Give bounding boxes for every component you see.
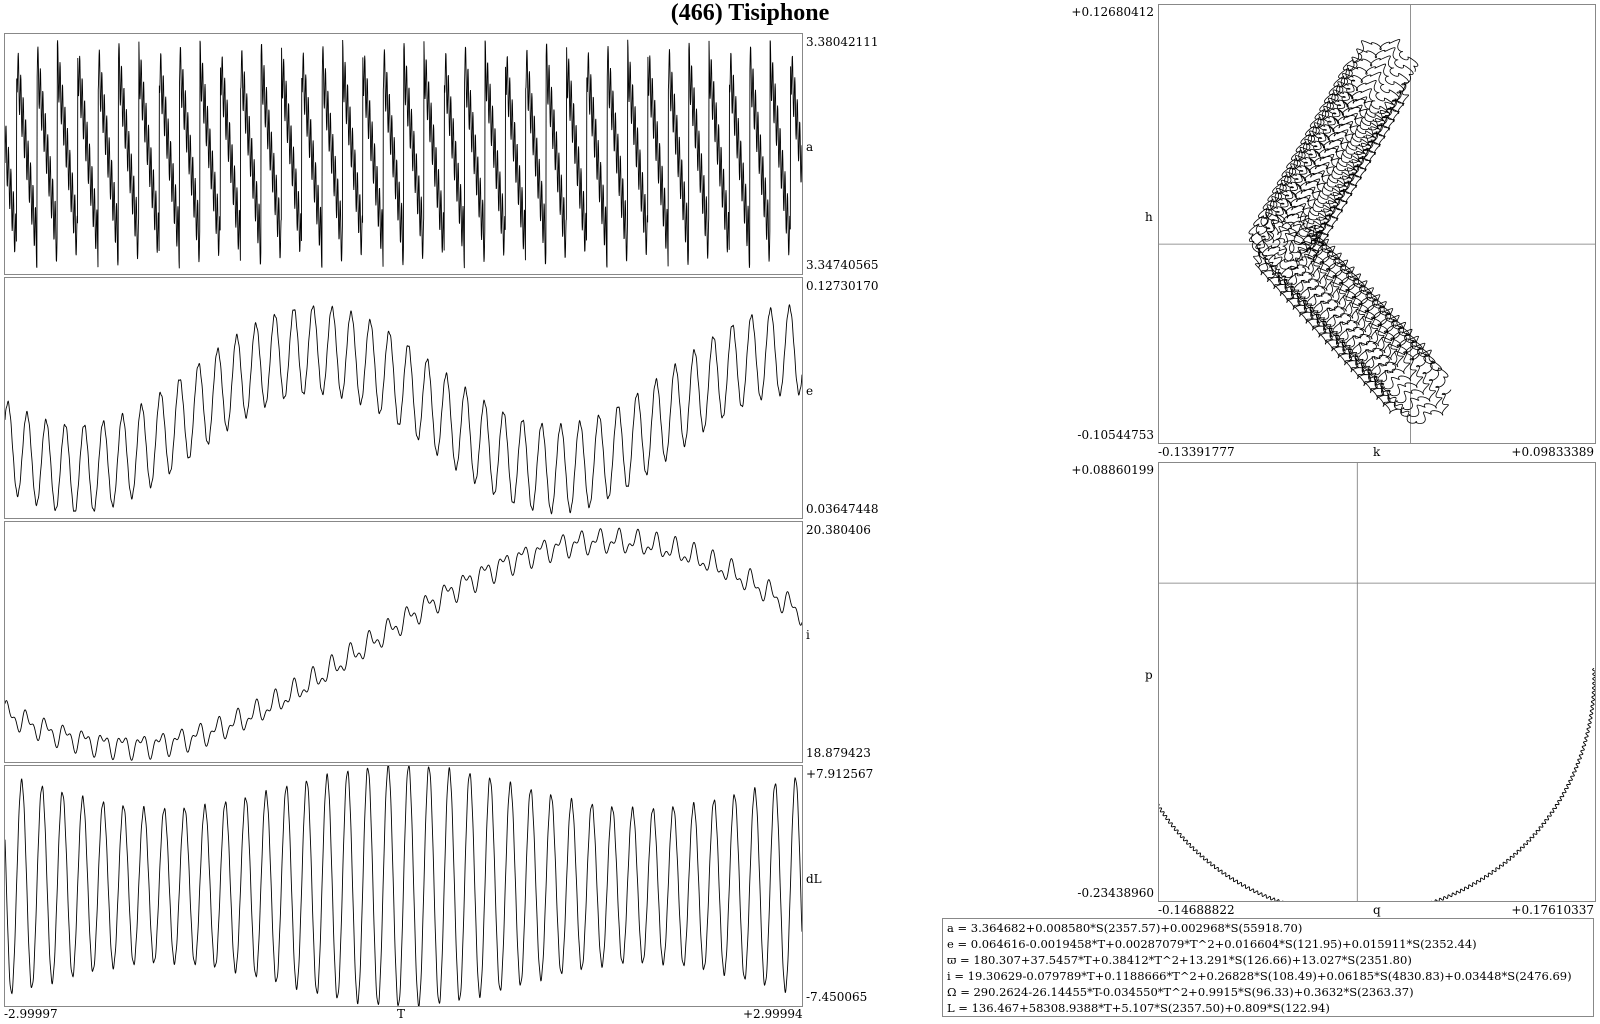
pq-xmin-label: -0.14688822 <box>1158 903 1235 917</box>
pq-ymax-label: +0.08860199 <box>1071 463 1154 477</box>
hk-ymax-label: +0.12680412 <box>1071 5 1154 19</box>
i-panel <box>4 521 803 763</box>
pq-panel <box>1158 462 1596 902</box>
t-max-label: +2.99994 <box>743 1007 803 1021</box>
hk-h-axis-label: h <box>1145 210 1153 224</box>
hk-trajectory <box>1248 39 1452 424</box>
dl-axis-label: dL <box>806 872 822 886</box>
formula-i: i = 19.30629-0.079789*T+0.1188666*T^2+0.… <box>947 969 1572 983</box>
formula-l: L = 136.467+58308.9388*T+5.107*S(2357.50… <box>947 1001 1330 1015</box>
i-plot <box>5 527 802 761</box>
dl-plot <box>5 766 802 1006</box>
pq-plot <box>1159 463 1595 901</box>
hk-panel <box>1158 4 1596 444</box>
pq-xmax-label: +0.17610337 <box>1511 903 1594 917</box>
e-ymax-label: 0.12730170 <box>806 279 879 293</box>
hk-ymin-label: -0.10544753 <box>1077 428 1154 442</box>
pq-ymin-label: -0.23438960 <box>1077 886 1154 900</box>
i-ymin-label: 18.879423 <box>806 746 871 760</box>
e-axis-label: e <box>806 384 814 398</box>
formula-node: Ω = 290.2624-26.14455*T-0.034550*T^2+0.9… <box>947 985 1414 999</box>
a-series-line <box>5 39 802 269</box>
hk-xmin-label: -0.13391777 <box>1158 445 1235 459</box>
hk-plot <box>1159 5 1595 443</box>
formula-e: e = 0.064616-0.0019458*T+0.00287079*T^2+… <box>947 937 1477 951</box>
dl-ymax-label: +7.912567 <box>806 767 874 781</box>
hk-xmax-label: +0.09833389 <box>1511 445 1594 459</box>
e-panel <box>4 277 803 519</box>
dl-ymin-label: -7.450065 <box>806 990 868 1004</box>
pq-p-axis-label: p <box>1145 668 1153 682</box>
formula-varpi: ϖ = 180.307+37.5457*T+0.38412*T^2+13.291… <box>947 953 1412 967</box>
pq-trajectory <box>1159 668 1595 901</box>
dL-series-line <box>5 766 802 1006</box>
chart-title: (466) Tisiphone <box>670 0 830 26</box>
formula-box: a = 3.364682+0.008580*S(2357.57)+0.00296… <box>942 918 1594 1017</box>
formula-a: a = 3.364682+0.008580*S(2357.57)+0.00296… <box>947 921 1303 935</box>
a-ymax-label: 3.38042111 <box>806 35 879 49</box>
hk-k-axis-label: k <box>1373 445 1381 459</box>
t-min-label: -2.99997 <box>4 1007 58 1021</box>
a-plot <box>5 39 802 269</box>
i-axis-label: i <box>806 628 810 642</box>
e-series-line <box>5 304 802 515</box>
i-ymax-label: 20.380406 <box>806 523 871 537</box>
dl-panel <box>4 765 803 1007</box>
a-axis-label: a <box>806 140 814 154</box>
t-axis-label: T <box>397 1007 406 1021</box>
i-series-line <box>5 527 802 761</box>
a-panel <box>4 33 803 275</box>
e-plot <box>5 304 802 515</box>
pq-q-axis-label: q <box>1373 903 1381 917</box>
e-ymin-label: 0.03647448 <box>806 502 879 516</box>
a-ymin-label: 3.34740565 <box>806 258 879 272</box>
